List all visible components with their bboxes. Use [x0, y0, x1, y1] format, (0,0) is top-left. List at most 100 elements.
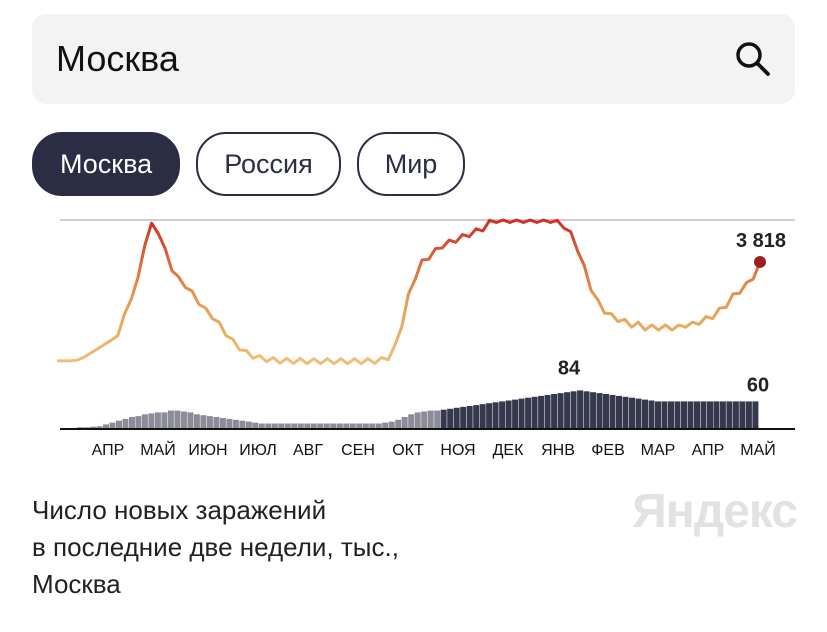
bar — [356, 423, 363, 429]
bar — [180, 411, 187, 429]
last-point-marker[interactable] — [754, 255, 766, 268]
bar — [291, 423, 298, 429]
bar — [648, 400, 655, 429]
bar — [518, 398, 525, 429]
bar — [479, 404, 486, 429]
month-label: ФЕВ — [591, 442, 625, 459]
bar — [460, 406, 467, 429]
bar — [739, 401, 746, 429]
bar — [655, 401, 661, 429]
search-input[interactable]: Москва — [56, 38, 179, 79]
bar — [232, 419, 239, 429]
bar — [609, 395, 616, 429]
bar — [642, 399, 648, 429]
bar — [226, 418, 233, 429]
bar — [427, 410, 434, 429]
bar — [622, 396, 629, 429]
bar — [726, 401, 733, 429]
month-label: МАЙ — [140, 440, 176, 459]
bar — [577, 390, 584, 429]
bar — [401, 417, 408, 429]
bar — [668, 401, 674, 429]
bar — [187, 412, 194, 429]
search-bar[interactable]: Москва — [32, 14, 795, 104]
bar — [90, 426, 96, 429]
bars-peak-value-label: 84 — [558, 357, 581, 379]
bar — [745, 401, 752, 429]
tab-russia[interactable]: Россия — [196, 132, 341, 196]
bar — [382, 422, 389, 429]
bar — [219, 418, 226, 429]
month-label: МАЙ — [740, 440, 776, 459]
bar — [154, 412, 161, 429]
bar — [148, 413, 155, 429]
bar — [388, 421, 395, 429]
bar — [557, 393, 564, 429]
month-label: АПР — [692, 442, 725, 459]
bar — [193, 414, 200, 429]
bar — [564, 392, 571, 429]
month-label: ИЮЛ — [239, 442, 276, 459]
bar — [466, 406, 473, 429]
bar — [116, 420, 122, 429]
bar — [304, 423, 311, 429]
bar — [239, 420, 246, 429]
month-label: ОКТ — [392, 442, 424, 459]
bar — [505, 400, 512, 429]
month-label: ЯНВ — [541, 442, 575, 459]
bar — [141, 414, 148, 429]
bar — [200, 415, 207, 429]
bar — [408, 414, 415, 429]
bar — [129, 417, 135, 429]
bar — [161, 412, 168, 429]
bar — [317, 423, 324, 429]
bar — [616, 395, 622, 429]
bar — [323, 423, 330, 429]
tab-moscow[interactable]: Москва — [32, 132, 181, 196]
bar — [752, 401, 759, 429]
bar — [336, 423, 343, 429]
bar — [213, 417, 220, 429]
tab-world[interactable]: Мир — [356, 132, 466, 196]
bar — [265, 423, 272, 429]
region-tabs: Москва Россия Мир — [32, 132, 466, 196]
bar — [330, 423, 337, 429]
bar — [538, 395, 545, 429]
bar — [174, 410, 181, 429]
bar — [531, 396, 538, 429]
bar — [135, 416, 142, 429]
bar — [700, 401, 707, 429]
infections-chart: 3 818 84 60 АПР МАЙ ИЮН ИЮЛ АВГ СЕН ОКТ НОЯ ДЕК Я… — [57, 218, 795, 459]
bar — [440, 409, 447, 429]
bar — [343, 423, 350, 429]
bar — [661, 401, 668, 429]
weekly-bars — [77, 390, 759, 429]
bar — [395, 419, 402, 429]
month-label: АПР — [92, 442, 125, 459]
bar — [629, 397, 635, 429]
bar — [544, 395, 551, 429]
x-axis-month-labels: АПР МАЙ ИЮН ИЮЛ АВГ СЕН ОКТ НОЯ ДЕК ЯНВ ФЕВ МАР АПР М… — [92, 440, 776, 459]
caption-line-3: Москва — [32, 569, 121, 599]
caption-line-1: Число новых заражений — [32, 495, 327, 525]
bar — [499, 401, 506, 429]
line-last-value-label: 3 818 — [736, 230, 786, 252]
bar — [583, 391, 590, 429]
bar — [122, 418, 129, 429]
bar — [447, 408, 454, 429]
bar — [492, 402, 499, 429]
bar — [421, 411, 428, 429]
infections-line — [57, 218, 762, 366]
bar — [713, 401, 720, 429]
bar — [310, 423, 317, 429]
bar — [694, 401, 700, 429]
bar — [252, 422, 259, 429]
bar — [603, 394, 609, 429]
bar — [206, 416, 213, 429]
bar — [551, 394, 558, 429]
bar — [284, 423, 291, 429]
search-icon[interactable] — [733, 39, 773, 79]
bars-last-value-label: 60 — [747, 374, 769, 396]
bar — [512, 399, 519, 429]
bar — [674, 401, 681, 429]
